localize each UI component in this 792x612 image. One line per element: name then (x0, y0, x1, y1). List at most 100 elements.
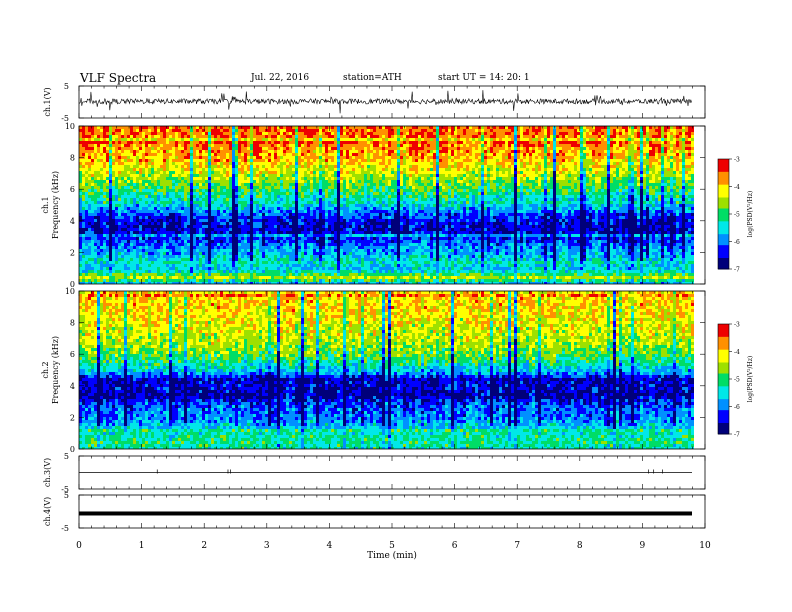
spec-cell (172, 135, 175, 138)
spec-cell (370, 138, 373, 141)
spec-cell (148, 198, 151, 201)
spec-cell (112, 144, 115, 147)
spec-cell (403, 186, 406, 189)
spec-cell (388, 147, 391, 150)
spec-cell (619, 186, 622, 189)
spec-cell (448, 195, 451, 198)
spec-cell (154, 186, 157, 189)
spec-cell (469, 168, 472, 171)
spec-cell (619, 156, 622, 159)
spec-cell (103, 171, 106, 174)
spec-cell (634, 189, 637, 192)
spec-cell (433, 153, 436, 156)
spec-cell (229, 138, 232, 141)
spec-cell (103, 138, 106, 141)
spec-cell (196, 177, 199, 180)
spec-cell (256, 147, 259, 150)
spec-cell (370, 129, 373, 132)
spec-cell (496, 126, 499, 129)
spec-cell (103, 129, 106, 132)
spec-cell (316, 135, 319, 138)
spec-cell (559, 147, 562, 150)
spec-cell (235, 180, 238, 183)
spec-cell (412, 159, 415, 162)
spec-cell (559, 168, 562, 171)
spec-cell (589, 165, 592, 168)
spec-cell (373, 171, 376, 174)
spec-cell (115, 129, 118, 132)
spec-cell (238, 132, 241, 135)
spec-cell (487, 141, 490, 144)
spec-cell (691, 141, 694, 144)
spec-cell (613, 180, 616, 183)
spec-cell (682, 135, 685, 138)
spec-cell (334, 141, 337, 144)
spec-cell (145, 198, 148, 201)
spec-cell (460, 174, 463, 177)
spec-cell (217, 138, 220, 141)
spec-cell (319, 171, 322, 174)
spec-cell (157, 177, 160, 180)
spec-cell (673, 195, 676, 198)
spec-cell (226, 153, 229, 156)
spec-cell (556, 138, 559, 141)
spec-cell (313, 150, 316, 153)
spec-cell (226, 156, 229, 159)
spec-cell (517, 162, 520, 165)
spec-cell (424, 189, 427, 192)
spec-cell (283, 138, 286, 141)
spec-cell (421, 177, 424, 180)
spec-cell (271, 156, 274, 159)
spec-cell (682, 141, 685, 144)
spec-cell (307, 180, 310, 183)
spec-cell (391, 138, 394, 141)
spec-cell (85, 150, 88, 153)
spec-cell (265, 156, 268, 159)
spec-cell (130, 183, 133, 186)
spec-cell (337, 183, 340, 186)
spec-cell (688, 159, 691, 162)
spec-cell (544, 183, 547, 186)
spec-cell (403, 177, 406, 180)
spec-cell (457, 168, 460, 171)
spec-cell (208, 159, 211, 162)
spec-cell (499, 180, 502, 183)
spec-cell (163, 147, 166, 150)
spec-cell (130, 129, 133, 132)
spec-cell (646, 156, 649, 159)
spec-cell (610, 141, 613, 144)
spec-cell (178, 162, 181, 165)
spec-cell (181, 129, 184, 132)
spec-cell (97, 189, 100, 192)
spec-cell (346, 153, 349, 156)
spec-cell (187, 165, 190, 168)
spec-cell (388, 186, 391, 189)
spec-cell (391, 189, 394, 192)
spec-cell (433, 162, 436, 165)
spec-cell (97, 159, 100, 162)
spec-cell (370, 126, 373, 129)
spec-cell (265, 141, 268, 144)
spec-cell (451, 153, 454, 156)
spec-cell (220, 189, 223, 192)
spec-cell (349, 132, 352, 135)
spec-cell (331, 141, 334, 144)
spec-cell (649, 180, 652, 183)
spec-cell (145, 168, 148, 171)
spec-cell (211, 162, 214, 165)
spec-cell (214, 147, 217, 150)
spec-cell (364, 168, 367, 171)
spec-cell (118, 153, 121, 156)
spec-cell (448, 138, 451, 141)
spec-cell (388, 165, 391, 168)
spec-cell (82, 147, 85, 150)
spec-cell (280, 168, 283, 171)
spec-cell (688, 129, 691, 132)
spec-cell (550, 150, 553, 153)
spec-cell (202, 180, 205, 183)
spec-cell (136, 180, 139, 183)
spec-cell (520, 159, 523, 162)
spec-cell (640, 165, 643, 168)
spec-cell (235, 171, 238, 174)
spec-cell (325, 156, 328, 159)
